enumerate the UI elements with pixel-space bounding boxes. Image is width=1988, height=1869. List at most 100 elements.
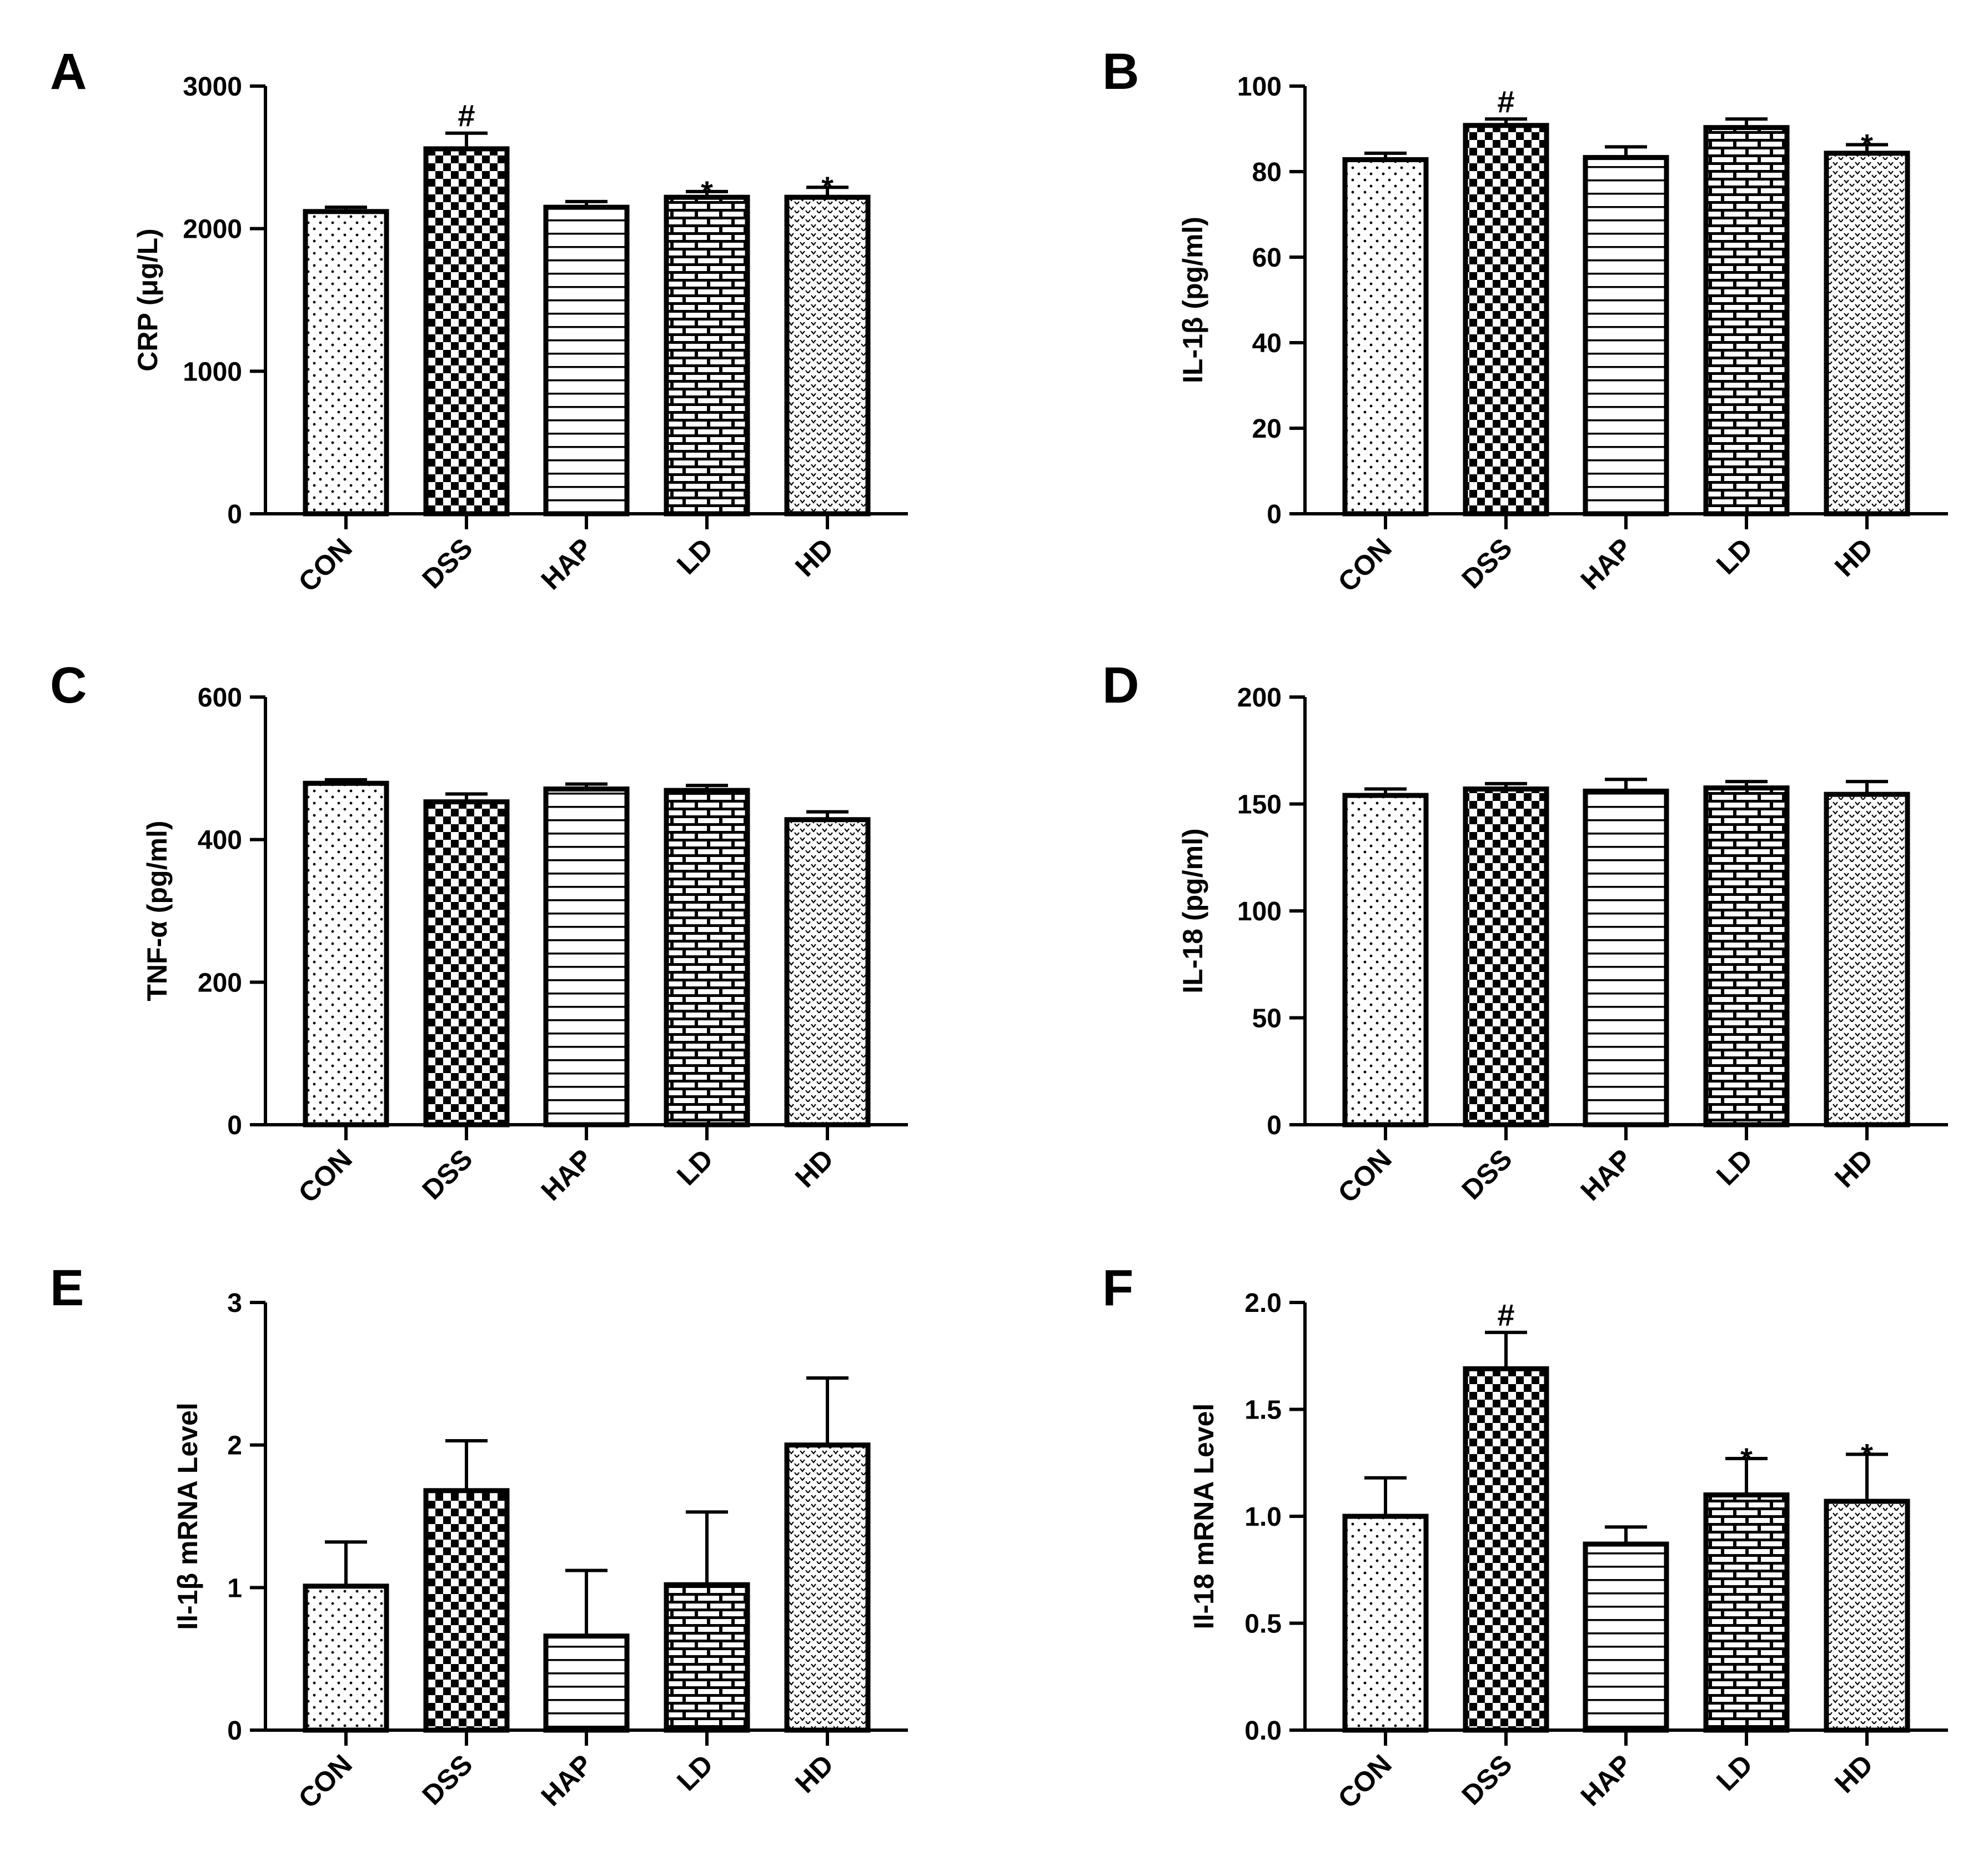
y-tick-label: 2: [227, 1431, 242, 1461]
chart-panel-b: B 0 20 40 60 80 100 IL-1β (pg/ml) CON DSS # HAP LD HD…: [1102, 43, 1948, 598]
panel-letter: F: [1102, 1260, 1133, 1316]
chart-panel-d: D 0 50 100 150 200 IL-18 (pg/ml) CON DSS HAP LD HD: [1102, 657, 1948, 1209]
y-tick-label: 1: [227, 1574, 242, 1603]
y-tick-label: 100: [1237, 72, 1282, 102]
y-tick-label: 2.0: [1244, 1289, 1282, 1318]
y-axis-title: IL-1β (pg/ml): [1177, 217, 1208, 383]
x-tick-label-con: CON: [1332, 1143, 1398, 1209]
x-tick-label-hap: HAP: [1575, 1143, 1638, 1206]
significance-mark-hd: *: [1861, 127, 1873, 162]
bar-dss: [1463, 786, 1549, 1128]
x-tick-label-con: CON: [293, 532, 358, 598]
bar-hap: [543, 204, 630, 517]
panel-letter: D: [1102, 657, 1139, 714]
bar-hd: [1824, 151, 1910, 517]
significance-mark-hd: *: [1861, 1437, 1873, 1472]
y-tick-label: 0: [1267, 500, 1282, 529]
x-tick-label-ld: LD: [671, 1143, 719, 1191]
bar-dss: [423, 1488, 510, 1733]
y-tick-label: 40: [1252, 329, 1282, 358]
x-tick-label-hd: HD: [789, 1748, 840, 1799]
x-tick-label-hd: HD: [1829, 1748, 1879, 1799]
bar-con: [1342, 1514, 1429, 1733]
x-tick-label-dss: DSS: [416, 1748, 478, 1811]
x-tick-label-ld: LD: [671, 532, 719, 580]
bar-hd: [1824, 791, 1910, 1128]
y-tick-label: 1.0: [1244, 1502, 1282, 1532]
x-tick-label-dss: DSS: [416, 1143, 478, 1205]
significance-mark-ld: *: [701, 174, 713, 209]
panel-letter: E: [50, 1260, 84, 1316]
y-tick-label: 0.5: [1244, 1610, 1282, 1639]
significance-mark-dss: #: [1497, 84, 1514, 119]
y-axis-title: CRP (μg/L): [132, 228, 163, 371]
y-axis-title: TNF-α (pg/ml): [142, 820, 173, 1001]
bar-dss: [1463, 1366, 1549, 1733]
y-tick-label: 0.0: [1244, 1716, 1282, 1746]
y-tick-label: 600: [198, 683, 242, 713]
bar-dss: [423, 799, 510, 1128]
x-tick-label-hd: HD: [789, 532, 840, 583]
significance-mark-dss: #: [458, 98, 475, 133]
y-tick-label: 150: [1237, 790, 1282, 820]
bar-ld: [1703, 1492, 1790, 1733]
bar-con: [1342, 157, 1429, 517]
significance-mark-dss: #: [1497, 1297, 1514, 1332]
y-tick-label: 0: [227, 1716, 242, 1746]
y-tick-label: 200: [198, 968, 242, 998]
x-tick-label-dss: DSS: [1455, 1143, 1518, 1205]
y-tick-label: 100: [1237, 897, 1282, 926]
x-tick-label-con: CON: [1332, 1748, 1398, 1814]
x-tick-label-hd: HD: [1829, 532, 1879, 583]
y-tick-label: 0: [1267, 1111, 1282, 1140]
chart-panel-f: F 0.0 0.5 1.0 1.5 2.0 Il-18 mRNA Level CON DSS # H…: [1102, 1260, 1948, 1814]
x-tick-label-dss: DSS: [416, 532, 478, 594]
y-tick-label: 80: [1252, 158, 1282, 187]
x-tick-label-hd: HD: [1829, 1143, 1879, 1194]
x-tick-label-con: CON: [293, 1143, 358, 1209]
bar-ld: [664, 1582, 750, 1733]
bar-hd: [784, 194, 871, 517]
bar-con: [303, 209, 389, 517]
bar-hap: [1583, 788, 1669, 1128]
y-tick-label: 0: [227, 500, 242, 529]
bar-ld: [664, 194, 750, 517]
bar-dss: [423, 146, 510, 517]
x-tick-label-hd: HD: [789, 1143, 840, 1194]
y-tick-label: 20: [1252, 414, 1282, 444]
panel-letter: C: [50, 657, 87, 714]
bar-ld: [1703, 785, 1790, 1128]
x-tick-label-ld: LD: [1710, 532, 1759, 580]
panel-letter: A: [50, 43, 87, 100]
y-tick-label: 60: [1252, 243, 1282, 273]
bar-dss: [1463, 123, 1549, 517]
chart-panel-e: E 0 1 2 3 Il-1β mRNA Level CON DSS HAP LD HD: [50, 1260, 908, 1814]
y-axis-title: Il-1β mRNA Level: [172, 1402, 203, 1630]
x-tick-label-con: CON: [293, 1748, 358, 1814]
bar-con: [303, 1584, 389, 1733]
x-tick-label-con: CON: [1332, 532, 1398, 598]
y-tick-label: 2000: [183, 215, 242, 244]
bar-con: [303, 780, 389, 1128]
bar-hd: [1824, 1499, 1910, 1733]
y-tick-label: 1000: [183, 357, 242, 387]
x-tick-label-dss: DSS: [1455, 532, 1518, 594]
significance-mark-hd: *: [821, 170, 834, 205]
bar-hd: [784, 1442, 871, 1733]
y-axis-title: IL-18 (pg/ml): [1177, 828, 1208, 993]
y-tick-label: 200: [1237, 683, 1282, 713]
y-tick-label: 400: [198, 826, 242, 855]
x-tick-label-ld: LD: [671, 1748, 719, 1797]
y-axis-title: Il-18 mRNA Level: [1188, 1404, 1219, 1630]
bar-hap: [543, 786, 630, 1128]
y-tick-label: 0: [227, 1111, 242, 1140]
bar-con: [1342, 793, 1429, 1128]
bar-hap: [1583, 155, 1669, 517]
chart-panel-c: C 0 200 400 600 TNF-α (pg/ml) CON DSS HAP LD HD: [50, 657, 908, 1209]
chart-panel-a: A 0 1000 2000 3000 CRP (μg/L) CON DSS # HAP LD * HD *: [50, 43, 908, 598]
bar-hap: [1583, 1541, 1669, 1733]
x-tick-label-hap: HAP: [535, 1748, 599, 1812]
x-tick-label-ld: LD: [1710, 1143, 1759, 1191]
